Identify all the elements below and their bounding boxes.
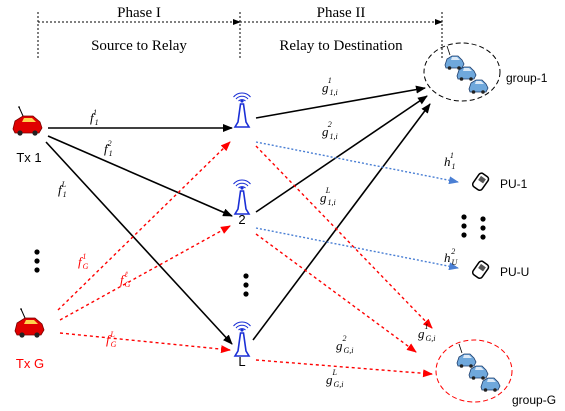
- link-relayL-groupG: [255, 359, 433, 378]
- link-relay1-pu1: [255, 141, 459, 185]
- group-G-label: group-G: [512, 393, 556, 407]
- label-fG-L: fGL: [106, 330, 117, 349]
- txg-node: Tx G: [14, 308, 45, 371]
- label-gGi-2: gG,i2: [336, 334, 354, 355]
- phase2-subtitle: Relay to Destination: [279, 38, 403, 54]
- label-g1i-1: g1,i1: [322, 76, 338, 97]
- txg-label: Tx G: [16, 356, 44, 371]
- link-txg-relay1: [57, 141, 231, 311]
- phase1-links: [45, 124, 233, 354]
- group-G-car-icon: [468, 365, 489, 381]
- label-h-1: h11: [444, 151, 456, 171]
- phase-header: Phase I Source to Relay Phase II Relay t…: [37, 5, 443, 60]
- relay-1-node: [232, 92, 252, 128]
- vertical-ellipsis-relay: [243, 273, 249, 297]
- relay-L-node: L: [232, 321, 252, 369]
- link-txg-relay2: [59, 225, 231, 321]
- pu-1-label: PU-1: [500, 177, 528, 191]
- pu-1-node: PU-1: [470, 171, 528, 193]
- link-tx1-relayL: [45, 141, 233, 345]
- link-tx1-relay2: [47, 135, 233, 217]
- group-G-node: group-G: [435, 339, 556, 407]
- relay-2-label: 2: [238, 212, 245, 227]
- txg-car-icon: [14, 308, 45, 339]
- label-g1i-L: g1,iL: [320, 186, 336, 207]
- group-1-car-icon: [444, 55, 465, 71]
- link-relay1-groupG: [255, 145, 433, 329]
- group-1-car-icon: [456, 66, 477, 82]
- vertical-ellipsis-tx: [34, 249, 40, 273]
- pu-U-phone-icon: [470, 259, 491, 281]
- vertical-ellipsis-pu: [461, 214, 486, 240]
- label-f1-2: f12: [104, 139, 113, 158]
- label-h-U: hU2: [444, 247, 459, 267]
- pu-U-label: PU-U: [500, 265, 529, 279]
- group-G-boundary: [435, 339, 513, 403]
- link-relayL-group1: [252, 103, 431, 341]
- link-txg-relayL: [59, 332, 231, 354]
- phase1-subtitle: Source to Relay: [91, 38, 187, 54]
- group-G-car-icon: [480, 377, 501, 393]
- label-gGi-L: gG,iL: [326, 368, 344, 389]
- tx1-car-icon: [12, 106, 43, 137]
- phase1-title: Phase I: [117, 5, 161, 21]
- link-relay2-groupG: [255, 233, 417, 353]
- tx1-label: Tx 1: [16, 150, 41, 165]
- group-1-node: group-1: [423, 42, 548, 102]
- link-relay2-puU: [255, 227, 459, 271]
- group-1-boundary: [423, 42, 501, 102]
- link-relay2-group1: [255, 95, 428, 213]
- pu-1-phone-icon: [470, 171, 491, 193]
- relay-L-antenna-icon: [232, 321, 252, 357]
- tx1-node: Tx 1: [12, 106, 43, 165]
- phase2-links: [252, 85, 459, 378]
- relay-2-antenna-icon: [232, 179, 252, 215]
- label-gGi-1: gG,i1: [418, 322, 436, 343]
- label-f1-L: f1L: [58, 180, 67, 199]
- relay-1-antenna-icon: [232, 92, 252, 128]
- group-G-car-icon: [456, 353, 477, 369]
- relay-L-label: L: [238, 354, 245, 369]
- label-fG-1: fG1: [78, 252, 89, 271]
- channel-labels: f11 f12 f1L fG1 fGℓ fGL g1,i1 g1,i2 g1,i…: [58, 76, 459, 389]
- group-1-label: group-1: [506, 71, 548, 85]
- pu-U-node: PU-U: [470, 259, 529, 281]
- phase2-title: Phase II: [317, 5, 366, 21]
- label-f1-1: f11: [90, 108, 99, 127]
- label-fG-l: fGℓ: [120, 270, 131, 289]
- relay-2-node: 2: [232, 179, 252, 227]
- label-g1i-2: g1,i2: [322, 120, 338, 141]
- link-relay1-group1: [255, 85, 426, 119]
- group-1-car-icon: [468, 79, 489, 95]
